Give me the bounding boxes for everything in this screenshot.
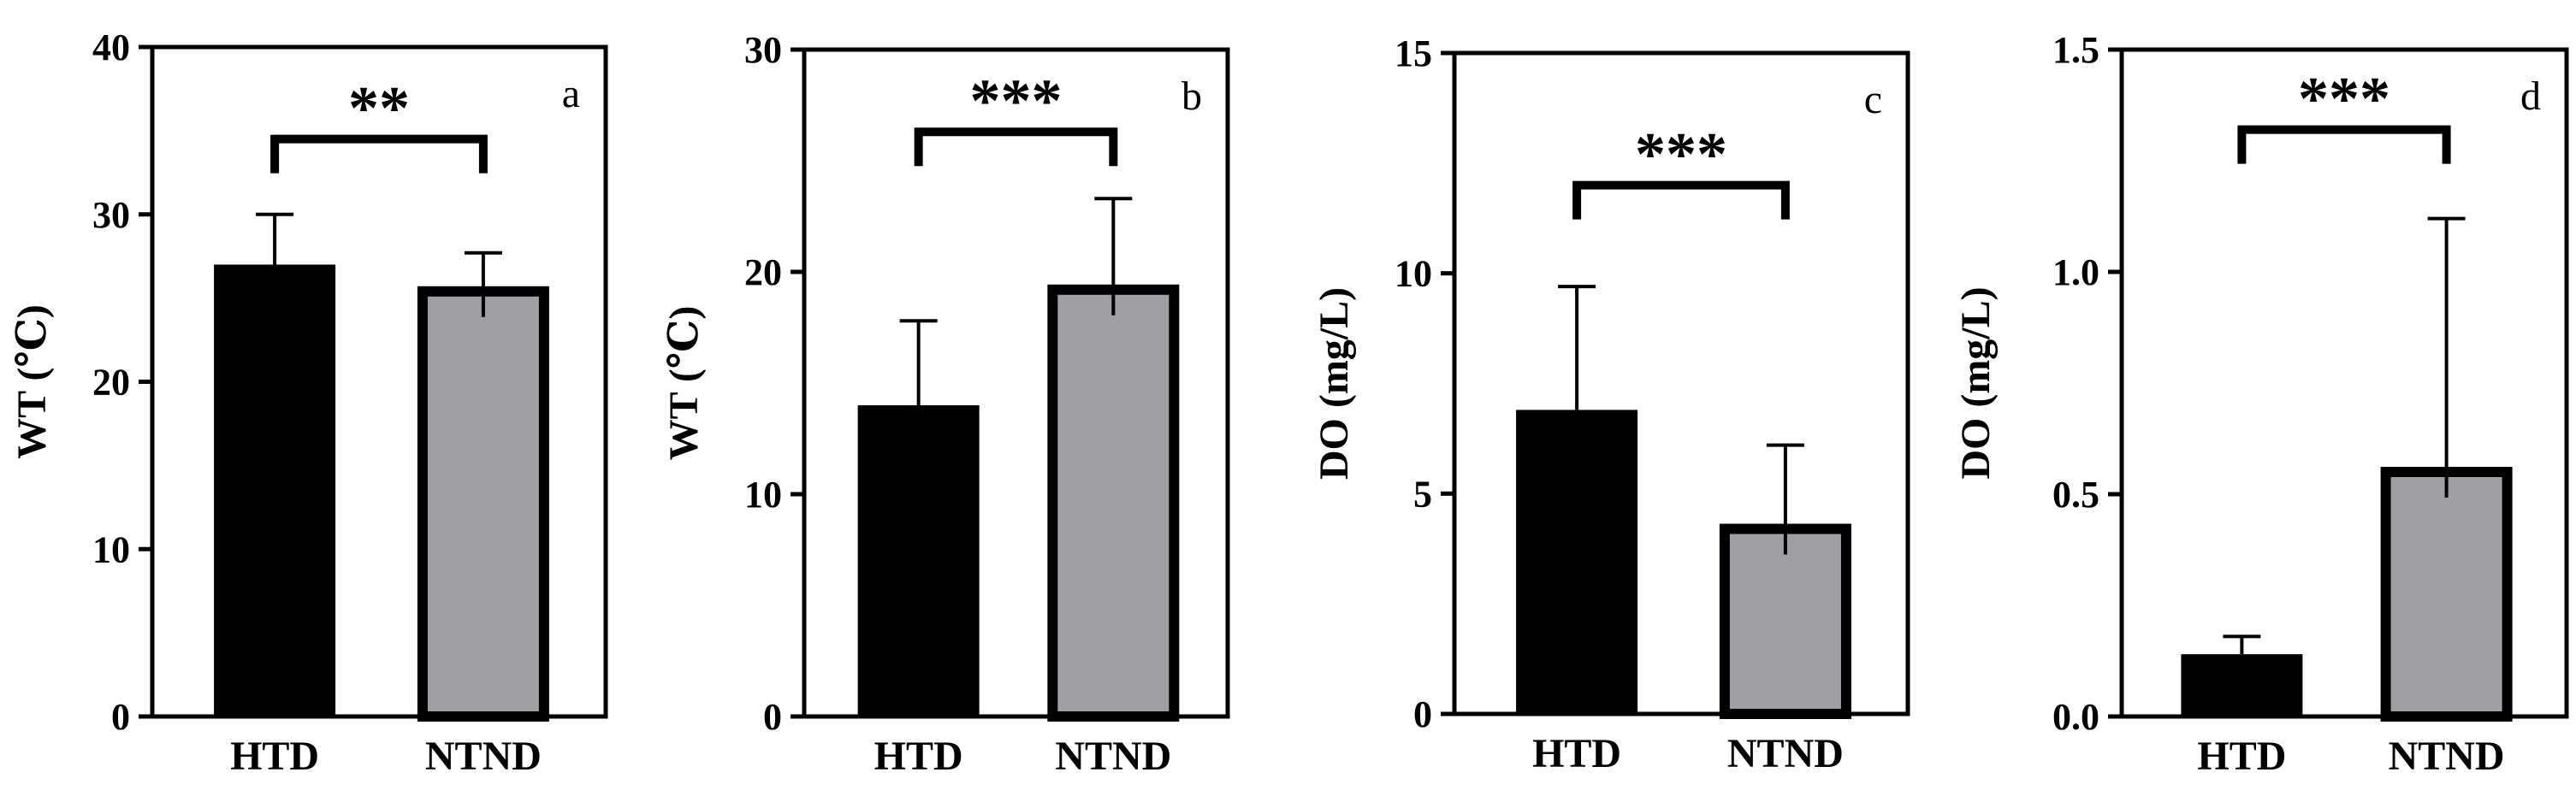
y-tick-label: 20 [744, 251, 782, 293]
chart-panel-b: HTD NTND 0 10 20 30 WT (℃) b *** [661, 29, 1230, 779]
y-tick-label: 0.5 [2052, 474, 2099, 516]
significance-label: ** [348, 74, 410, 143]
category-label-htd: HTD [230, 734, 319, 779]
y-tick-label: 1.5 [2052, 29, 2099, 71]
plot-frame [802, 47, 1230, 719]
chart-panel-a: HTD NTND 0 10 20 30 40 WT (℃) a ** [9, 27, 608, 779]
significance-label: *** [2298, 65, 2390, 133]
chart-panel-d: HTD NTND 0.0 0.5 1.0 1.5 DO (mg/L) d *** [1953, 29, 2569, 779]
bar-htd [214, 264, 336, 717]
y-tick-label: 40 [92, 27, 130, 68]
significance-label: *** [970, 67, 1063, 135]
category-label-ntnd: NTND [1055, 734, 1171, 779]
panel-letter: a [562, 71, 580, 116]
y-tick-label: 10 [744, 474, 782, 516]
significance-bracket [914, 127, 1118, 167]
y-tick-label: 20 [92, 362, 130, 404]
significance-label: *** [1635, 121, 1727, 189]
plot-frame [2119, 47, 2569, 719]
plot-frame [1452, 50, 1910, 716]
bar-ntnd [1047, 284, 1180, 722]
bar-htd [1516, 410, 1638, 714]
significance-bracket [1572, 180, 1790, 220]
bar-ntnd [1719, 523, 1851, 719]
y-tick-label: 30 [92, 194, 130, 236]
bar-ntnd [417, 286, 549, 722]
y-axis-label: WT (℃) [9, 304, 55, 459]
y-axis-label: DO (mg/L) [1312, 287, 1357, 480]
y-tick-label: 5 [1413, 473, 1432, 515]
panel-letter: d [2520, 74, 2541, 119]
y-tick-label: 10 [92, 528, 130, 570]
y-tick-label: 0 [1413, 693, 1432, 735]
y-tick-label: 30 [744, 29, 782, 71]
bar-htd [2181, 654, 2303, 716]
category-label-ntnd: NTND [2389, 734, 2505, 779]
y-tick-label: 0.0 [2052, 696, 2099, 738]
category-label-htd: HTD [874, 734, 963, 779]
y-axis-label: DO (mg/L) [1953, 286, 1999, 479]
y-axis-label: WT (℃) [661, 306, 707, 461]
category-label-ntnd: NTND [1727, 731, 1844, 776]
y-tick-label: 0 [763, 696, 782, 738]
y-tick-label: 15 [1395, 32, 1432, 74]
chart-panel-c: HTD NTND 0 5 10 15 DO (mg/L) c *** [1312, 32, 1910, 776]
category-label-ntnd: NTND [425, 734, 542, 779]
category-label-htd: HTD [1532, 731, 1621, 776]
y-tick-label: 1.0 [2052, 251, 2099, 293]
significance-bracket [2237, 125, 2451, 164]
bar-ntnd [2380, 467, 2513, 722]
y-tick-label: 0 [111, 696, 130, 738]
panel-letter: c [1864, 77, 1882, 122]
panel-letter: b [1181, 74, 1202, 119]
category-label-htd: HTD [2197, 734, 2286, 779]
significance-bracket [270, 134, 488, 174]
y-tick-label: 10 [1395, 253, 1432, 295]
bar-htd [857, 405, 980, 716]
